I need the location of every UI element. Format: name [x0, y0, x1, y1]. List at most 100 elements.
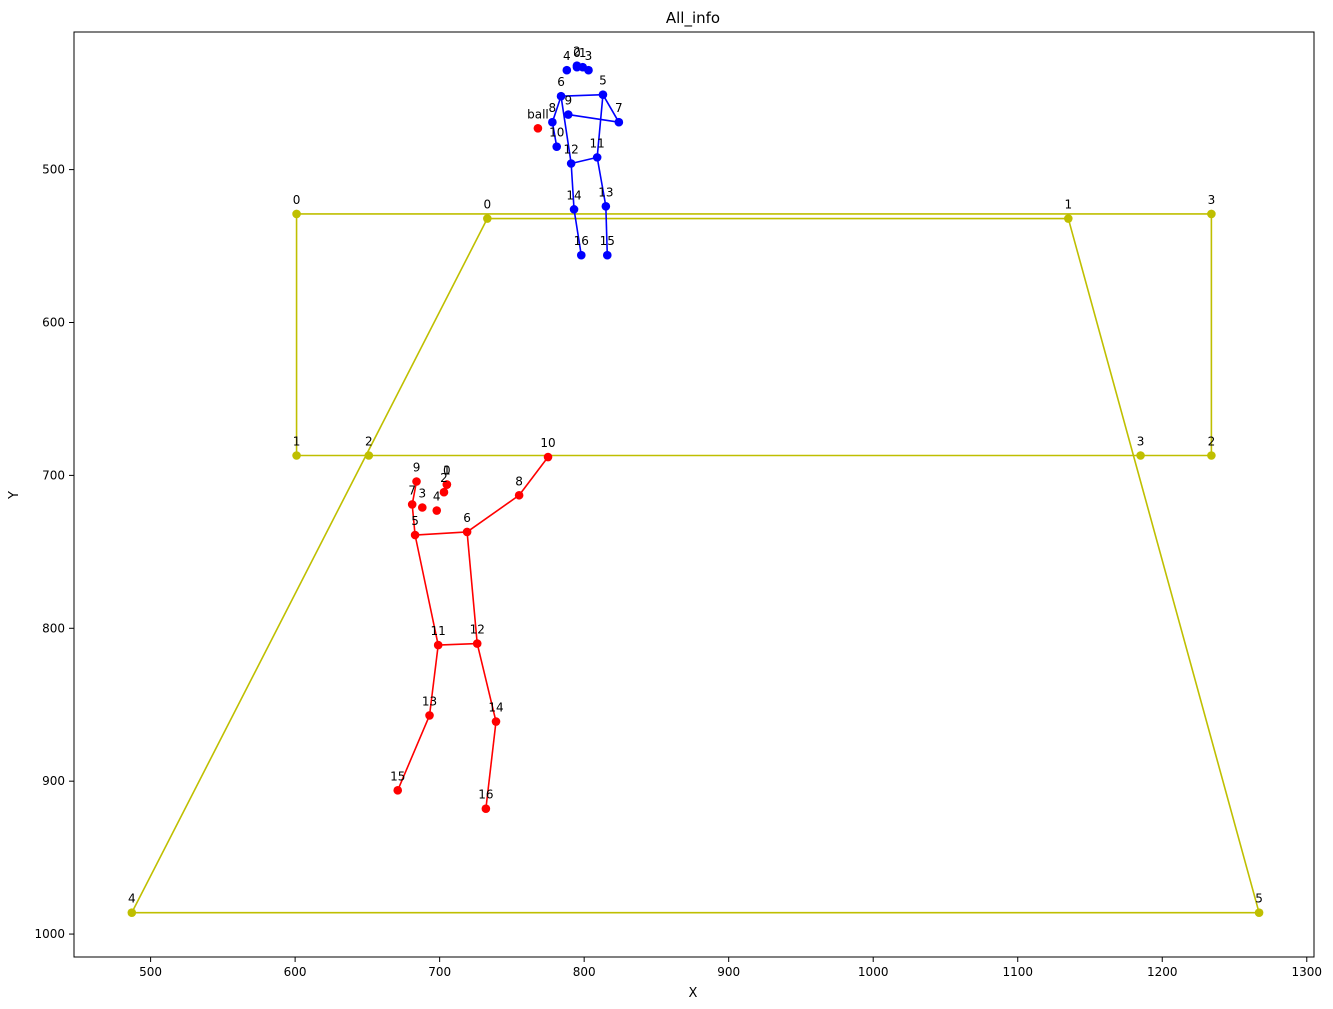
- point-label-player_bottom: 0: [443, 464, 451, 478]
- point-player_top: [566, 159, 576, 168]
- series-player_bottom-segment: [415, 531, 468, 536]
- point-player_top: [548, 117, 557, 127]
- point-label-player_top: 14: [566, 188, 581, 202]
- point-label-court: 3: [1137, 435, 1145, 449]
- point-label-player_bottom: 4: [433, 490, 441, 504]
- point-label-court: 0: [293, 193, 301, 207]
- point-player_top: [584, 65, 593, 75]
- point-label-player_bottom: 5: [411, 514, 419, 528]
- series-player_bottom-segment: [518, 456, 549, 496]
- point-label-player_bottom: 7: [408, 483, 416, 497]
- point-label-court: 5: [1255, 892, 1263, 906]
- series-player_bottom-segment: [485, 721, 497, 809]
- y-tick-label: 1000: [34, 927, 65, 941]
- x-tick-label: 600: [284, 965, 307, 979]
- point-court: [364, 451, 374, 460]
- point-ball: [533, 124, 543, 133]
- point-label-court: 1: [1064, 198, 1072, 212]
- point-player_bottom: [425, 711, 434, 720]
- point-court: [1207, 209, 1216, 219]
- y-tick-label: 500: [42, 163, 65, 177]
- series-player_bottom-segment: [466, 531, 479, 644]
- point-player_bottom: [412, 477, 421, 486]
- point-label-player_bottom: 12: [470, 623, 485, 637]
- series-player_top-segment: [570, 163, 575, 210]
- point-label-player_top: 9: [564, 94, 572, 108]
- point-player_bottom: [433, 640, 443, 650]
- series-player_bottom-segment: [466, 494, 520, 533]
- point-label-player_top: 16: [574, 234, 589, 248]
- series-player_top-segment: [573, 209, 583, 256]
- point-player_bottom: [491, 717, 501, 726]
- series-court-segment: [1067, 218, 1260, 913]
- point-court: [127, 908, 137, 917]
- point-player_bottom: [481, 804, 491, 813]
- series-court-segment: [131, 218, 489, 914]
- series-player_bottom-segment: [438, 642, 478, 646]
- y-tick-label: 700: [42, 468, 65, 482]
- point-player_bottom: [514, 490, 524, 500]
- y-axis-label: Y: [7, 491, 22, 500]
- x-axis-label: X: [689, 986, 698, 1001]
- point-label-court: 4: [128, 892, 136, 906]
- point-player_top: [562, 65, 572, 75]
- point-player_bottom: [442, 480, 452, 489]
- point-player_bottom: [543, 452, 553, 462]
- series-player_bottom-segment: [396, 715, 431, 791]
- series-player_top-segment: [602, 94, 620, 123]
- x-tick-label: 1300: [1292, 965, 1323, 979]
- point-label-player_bottom: 16: [478, 788, 493, 802]
- point-court: [1254, 908, 1264, 917]
- point-label-player_bottom: 14: [488, 701, 503, 715]
- x-tick-label: 900: [717, 965, 740, 979]
- series-player_bottom-segment: [414, 534, 439, 646]
- point-player_bottom: [462, 527, 472, 537]
- point-label-player_top: 8: [549, 101, 557, 115]
- point-label-player_bottom: 8: [515, 474, 523, 488]
- point-player_bottom: [410, 530, 420, 540]
- point-label-player_top: 4: [563, 49, 571, 63]
- x-tick-label: 700: [428, 965, 451, 979]
- point-label-player_bottom: 13: [422, 694, 437, 708]
- series-player_top-segment: [568, 113, 619, 123]
- series-player_top-segment: [570, 156, 598, 165]
- point-player_bottom: [393, 786, 403, 795]
- x-tick-label: 1200: [1147, 965, 1178, 979]
- point-label-player_bottom: 10: [540, 436, 555, 450]
- point-label-player_top: 6: [557, 75, 565, 89]
- point-label-ball: ball: [527, 107, 549, 121]
- series-player_top-segment: [605, 206, 609, 256]
- point-label-player_top: 15: [600, 234, 615, 248]
- series-player_bottom-segment: [476, 643, 497, 722]
- point-player_top: [569, 205, 579, 214]
- point-court: [483, 214, 492, 223]
- point-label-court: 2: [365, 435, 373, 449]
- series-player_top-segment: [561, 93, 603, 98]
- point-court: [1064, 214, 1073, 223]
- point-player_top: [598, 90, 608, 99]
- point-label-player_top: 5: [599, 74, 607, 88]
- series-player_top-segment: [596, 94, 604, 158]
- point-player_top: [556, 91, 566, 101]
- series-player_top-segment: [560, 96, 572, 164]
- point-player_bottom: [432, 506, 442, 515]
- point-player_top: [602, 250, 612, 260]
- y-tick-label: 900: [42, 774, 65, 788]
- point-court: [292, 451, 301, 460]
- point-label-player_bottom: 11: [431, 624, 446, 638]
- x-tick-label: 800: [573, 965, 596, 979]
- y-tick-label: 800: [42, 621, 65, 635]
- point-label-player_top: 3: [585, 49, 593, 63]
- point-player_bottom: [472, 639, 482, 648]
- plot-frame: [73, 31, 1315, 958]
- x-tick-label: 500: [139, 965, 162, 979]
- point-court: [1136, 451, 1145, 460]
- point-court: [292, 209, 301, 219]
- point-label-player_bottom: 9: [413, 461, 421, 475]
- point-player_top: [572, 61, 582, 70]
- point-label-court: 0: [484, 198, 492, 212]
- x-tick-label: 1100: [1002, 965, 1033, 979]
- x-tick-label: 1000: [858, 965, 889, 979]
- point-player_top: [592, 153, 602, 162]
- series-player_top-segment: [596, 157, 607, 207]
